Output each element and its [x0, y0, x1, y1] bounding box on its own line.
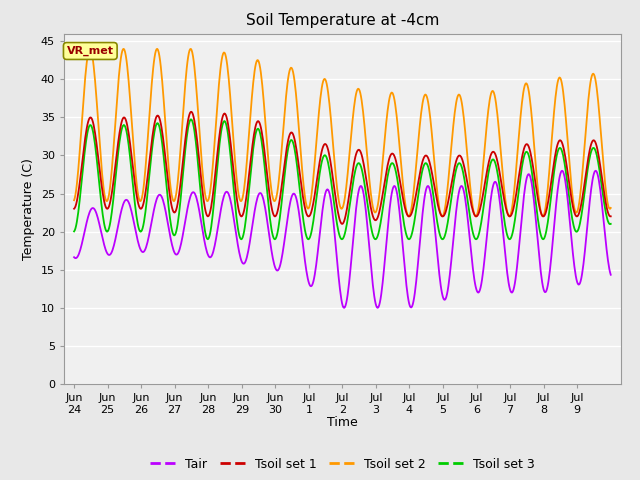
X-axis label: Time: Time — [327, 416, 358, 429]
Title: Soil Temperature at -4cm: Soil Temperature at -4cm — [246, 13, 439, 28]
Text: VR_met: VR_met — [67, 46, 114, 56]
Legend: Tair, Tsoil set 1, Tsoil set 2, Tsoil set 3: Tair, Tsoil set 1, Tsoil set 2, Tsoil se… — [145, 453, 540, 476]
Y-axis label: Temperature (C): Temperature (C) — [22, 158, 35, 260]
